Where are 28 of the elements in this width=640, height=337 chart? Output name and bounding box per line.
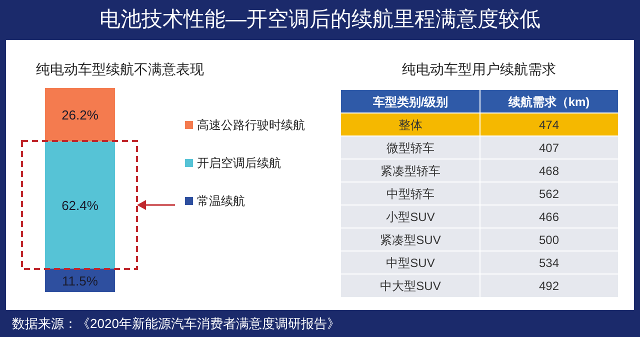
data-label: 500 — [538, 233, 560, 247]
data-label: 62.4% — [62, 198, 99, 213]
chart-subtitle: 纯电动车型续航不满意表现 — [36, 61, 204, 77]
legend-label: 开启空调后续航 — [197, 156, 281, 170]
category-label: 紧凑型轿车 — [380, 164, 440, 178]
data-label: 534 — [538, 256, 560, 270]
legend-label: 常温续航 — [197, 194, 245, 208]
category-label: 小型SUV — [386, 210, 435, 224]
data-label: 492 — [538, 279, 560, 293]
text: 纯电动车型用户续航需求 — [402, 61, 556, 77]
category-label: 中型轿车 — [386, 187, 434, 201]
data-label: 11.5% — [62, 273, 98, 288]
text: 电池技术性能—开空调后的续航里程满意度较低 — [100, 8, 540, 31]
text: 车型类别/级别 — [372, 95, 448, 109]
data-label: 466 — [538, 210, 560, 224]
text: 续航需求（km) — [507, 95, 590, 109]
data-label: 562 — [538, 187, 560, 201]
category-label: 整体 — [398, 118, 422, 132]
legend-label: 高速公路行驶时续航 — [197, 118, 305, 132]
category-label: 中型SUV — [386, 256, 435, 270]
source-note: 数据来源：《2020年新能源汽车消费者满意度调研报告》 — [12, 316, 340, 331]
data-label: 407 — [538, 141, 560, 155]
data-label: 468 — [538, 164, 560, 178]
category-label: 中大型SUV — [380, 279, 441, 293]
data-label: 26.2% — [62, 108, 99, 123]
category-label: 微型轿车 — [386, 141, 434, 155]
data-label: 474 — [538, 118, 560, 132]
category-label: 紧凑型SUV — [380, 233, 441, 247]
